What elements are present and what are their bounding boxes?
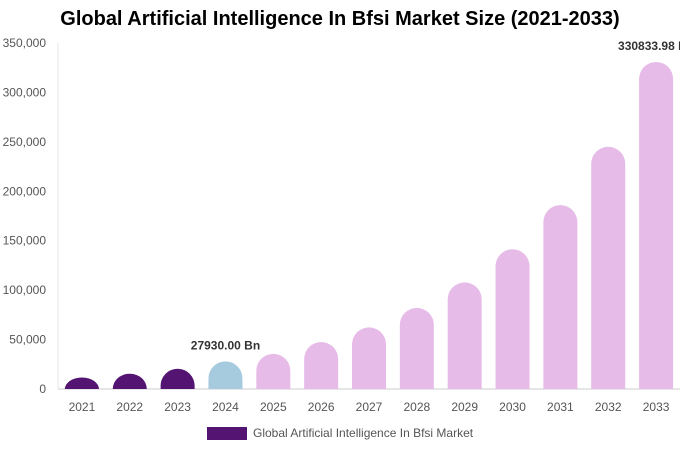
- data-label: 27930.00 Bn: [191, 338, 260, 352]
- x-tick-label: 2025: [260, 400, 287, 414]
- bar-2021: [64, 377, 99, 389]
- bar-2027: [352, 327, 386, 389]
- bar-2031: [543, 205, 578, 389]
- legend-swatch: [207, 426, 247, 440]
- data-label: 330833.98 Bn: [618, 39, 680, 53]
- y-tick-label: 50,000: [9, 333, 46, 347]
- x-tick-label: 2027: [356, 400, 383, 414]
- bar-2025: [256, 353, 291, 389]
- x-tick-label: 2024: [212, 400, 239, 414]
- x-tick-label: 2022: [116, 400, 143, 414]
- bar-2028: [399, 307, 434, 389]
- y-tick-label: 250,000: [3, 135, 47, 149]
- x-tick-label: 2023: [164, 400, 191, 414]
- bar-2032: [591, 146, 626, 389]
- y-tick-label: 350,000: [3, 36, 47, 50]
- legend-label: Global Artificial Intelligence In Bfsi M…: [253, 426, 474, 440]
- x-tick-label: 2031: [547, 400, 574, 414]
- bar-2033: [639, 61, 674, 389]
- bar-2023: [160, 368, 195, 389]
- legend: Global Artificial Intelligence In Bfsi M…: [207, 426, 473, 440]
- x-tick-label: 2021: [69, 400, 96, 414]
- x-tick-label: 2030: [499, 400, 526, 414]
- y-tick-label: 300,000: [3, 85, 47, 99]
- x-tick-label: 2033: [643, 400, 670, 414]
- bar-2022: [112, 373, 147, 389]
- bar-2026: [304, 342, 339, 389]
- y-tick-label: 200,000: [3, 184, 47, 198]
- chart-title: Global Artificial Intelligence In Bfsi M…: [60, 8, 620, 30]
- x-tick-label: 2026: [308, 400, 335, 414]
- x-tick-label: 2032: [595, 400, 622, 414]
- x-tick-label: 2028: [403, 400, 430, 414]
- x-tick-label: 2029: [451, 400, 478, 414]
- y-tick-label: 150,000: [3, 234, 47, 248]
- bar-2029: [447, 282, 482, 389]
- bar-2030: [495, 249, 530, 389]
- y-tick-label: 0: [39, 382, 46, 396]
- bar-2024: [208, 361, 243, 389]
- y-tick-label: 100,000: [3, 283, 47, 297]
